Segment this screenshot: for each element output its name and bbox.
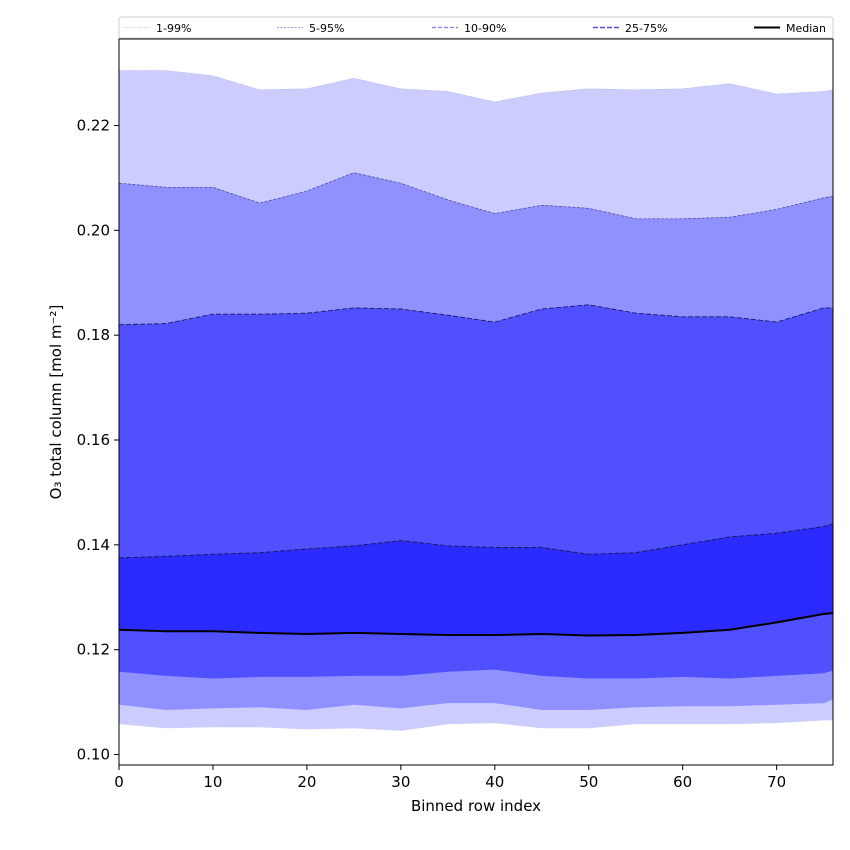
legend-label-2: 10-90% <box>464 22 506 35</box>
legend-box <box>118 16 834 39</box>
band-5-95-upper-line <box>119 172 833 220</box>
y-tick-label: 0.20 <box>77 221 110 239</box>
legend-label-4: Median <box>786 22 826 35</box>
x-tick-label: 50 <box>579 773 598 791</box>
x-tick-label: 60 <box>673 773 692 791</box>
legend-label-3: 25-75% <box>625 22 667 35</box>
y-tick-label: 0.22 <box>77 116 110 134</box>
y-tick-label: 0.16 <box>77 431 110 449</box>
band-25-75-area <box>119 523 833 636</box>
y-tick-label: 0.12 <box>77 641 110 659</box>
x-tick-label: 30 <box>391 773 410 791</box>
y-tick-label: 0.18 <box>77 326 110 344</box>
median-line <box>119 612 833 637</box>
axes: 0 10 20 30 40 50 60 70 0.10 0.12 0.14 0.16 0.18 0.20 0… <box>47 38 834 815</box>
y-tick-label: 0.10 <box>77 746 110 764</box>
plot-frame <box>118 38 834 766</box>
x-tick-label: 70 <box>767 773 786 791</box>
x-tick-label: 20 <box>297 773 316 791</box>
y-axis-label: O₃ total column [mol m⁻²] <box>47 305 65 500</box>
x-axis-label: Binned row index <box>411 797 541 815</box>
legend-label-1: 5-95% <box>309 22 344 35</box>
legend: 1-99% 5-95% 10-90% 25-75% Median <box>118 16 834 39</box>
x-tick-label: 10 <box>203 773 222 791</box>
series-group <box>119 70 833 731</box>
x-tick-label: 40 <box>485 773 504 791</box>
x-tick-label: 0 <box>114 773 124 791</box>
legend-label-0: 1-99% <box>156 22 191 35</box>
y-tick-label: 0.14 <box>77 536 110 554</box>
plot-area <box>119 70 833 731</box>
band-10-90-upper-line <box>119 304 833 326</box>
